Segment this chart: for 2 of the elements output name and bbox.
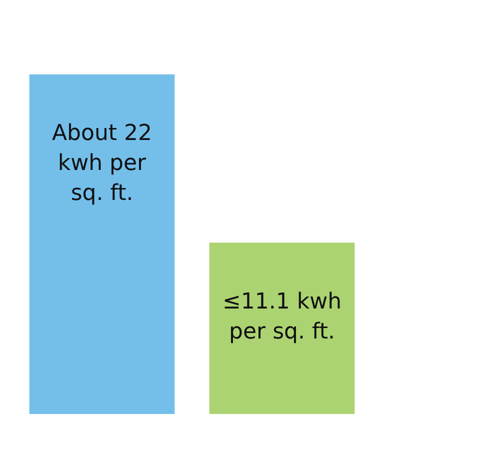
data-label: About 22 kwh per sq. ft. xyxy=(52,121,152,206)
data-label: ≤11.1 kwh per sq. ft. xyxy=(222,289,342,344)
